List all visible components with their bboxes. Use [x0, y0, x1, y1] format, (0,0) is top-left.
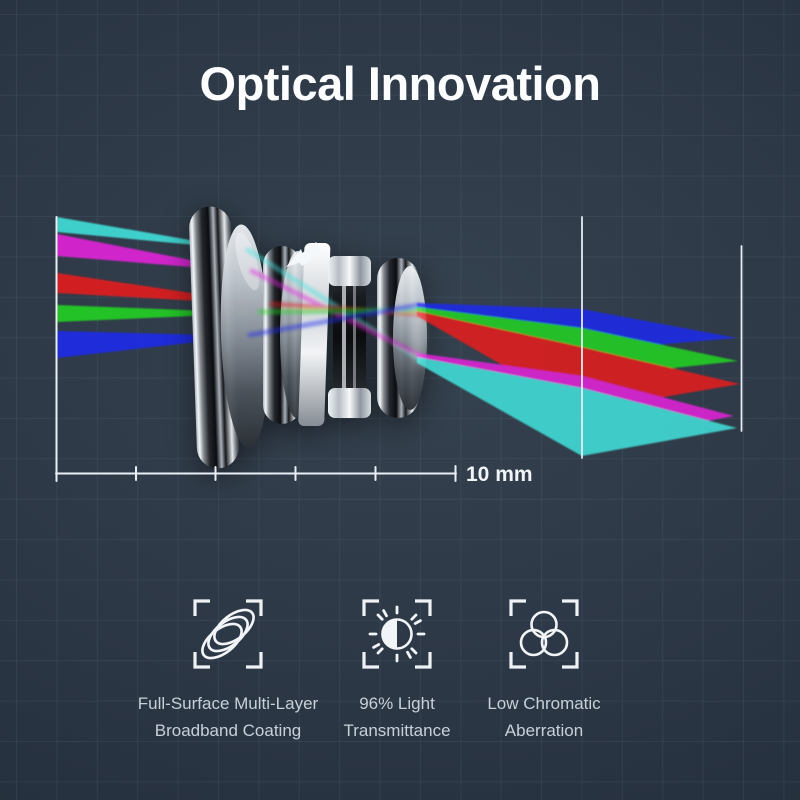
- scale-label: 10 mm: [466, 463, 533, 486]
- page-title: Optical Innovation: [199, 57, 601, 110]
- feature-caption: Low Chromatic Aberration: [424, 690, 664, 744]
- measurement-lines: [55, 216, 743, 482]
- internal-ray-streaks: [245, 247, 422, 362]
- lens-element-4: [328, 256, 371, 418]
- scale-ruler: [55, 465, 457, 482]
- feature-caption: 96% Light Transmittance: [277, 690, 517, 744]
- streak-blue: [247, 302, 422, 338]
- ray-blue-right: [417, 303, 737, 351]
- feature-caption-line2: Transmittance: [343, 721, 451, 740]
- feature-caption: Full-Surface Multi-Layer Broadband Coati…: [108, 690, 348, 744]
- ray-red-right: [417, 311, 740, 411]
- feature-aberration: Low Chromatic Aberration: [424, 594, 664, 744]
- lens-highlight-arrow: [286, 242, 322, 267]
- feature-caption-line2: Broadband Coating: [154, 721, 302, 740]
- lens-elements: [189, 206, 427, 469]
- feature-caption-line1: Low Chromatic: [487, 694, 601, 713]
- feature-caption-line1: Full-Surface Multi-Layer: [137, 694, 319, 713]
- light-transmittance-icon: [362, 599, 432, 669]
- multilayer-coating-icon: [193, 599, 263, 669]
- ray-green-left: [57, 305, 260, 322]
- lens-element-1: [189, 206, 270, 469]
- low-chromatic-aberration-icon: [509, 599, 579, 669]
- feature-transmittance: 96% Light Transmittance: [277, 594, 517, 744]
- focus-glow: [412, 301, 424, 365]
- sun-rays: [368, 605, 426, 663]
- feature-caption-line1: 96% Light: [359, 694, 435, 713]
- ray-cyan-right: [417, 357, 737, 456]
- ray-green-right: [417, 307, 738, 378]
- outgoing-rays: [417, 303, 740, 456]
- feature-caption-line2: Aberration: [504, 721, 584, 740]
- feature-coating: Full-Surface Multi-Layer Broadband Coati…: [108, 594, 348, 744]
